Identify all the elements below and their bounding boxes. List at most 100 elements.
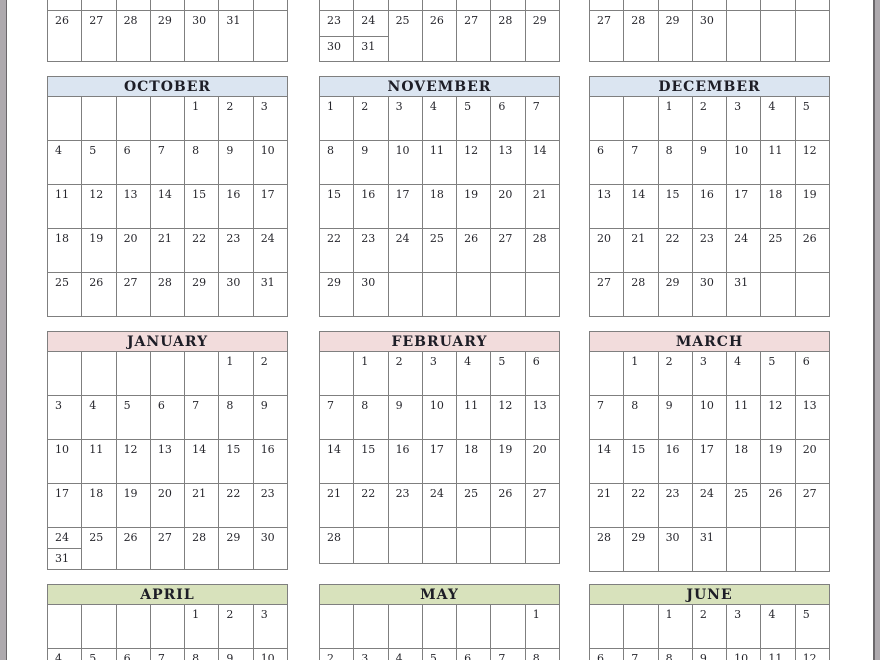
day-cell: 18 [46, 228, 83, 273]
empty-day-cell [353, 0, 389, 11]
day-cell: 4 [81, 395, 117, 440]
day-cell: 14 [149, 184, 186, 229]
day-cell: 17 [252, 184, 289, 229]
day-cell: 6 [149, 395, 186, 440]
day-cell: 18 [456, 439, 492, 484]
day-cell: 28 [524, 228, 561, 273]
day-cell: 14 [318, 439, 355, 484]
day-cell: 20 [588, 228, 625, 273]
day-cell: 8 [218, 395, 254, 440]
day-cell: 2 [691, 96, 728, 141]
day-cell: 4 [760, 96, 796, 141]
day-cell: 23 [657, 483, 693, 528]
day-cell: 26 [81, 272, 117, 317]
day-cell: 7 [623, 140, 659, 185]
day-cell: 2 [657, 351, 693, 396]
day-cell: 23 [252, 483, 289, 528]
calendar-table: 23 24 25 26 27 28 29 30 31 [318, 0, 561, 62]
day-cell: 31 [353, 36, 389, 62]
day-cell: 10 [726, 140, 762, 185]
empty-day-cell [387, 0, 423, 11]
day-cell: 5 [794, 96, 831, 141]
day-cell: 5 [115, 395, 151, 440]
day-cell: 29 [184, 272, 220, 317]
day-cell: 19 [490, 439, 526, 484]
empty-day-cell [115, 0, 151, 11]
empty-day-cell [794, 0, 831, 11]
day-cell: 5 [81, 648, 117, 660]
day-cell: 28 [623, 10, 659, 62]
day-cell: 22 [184, 228, 220, 273]
day-cell: 5 [456, 96, 492, 141]
calendar-table: NOVEMBER 1 2 3 4 5 6 7 8 9 10 11 12 13 14 15 16 17 18 19 20 2… [318, 76, 561, 317]
day-cell: 2 [691, 604, 728, 649]
day-cell: 25 [387, 10, 423, 62]
day-cell: 13 [115, 184, 151, 229]
day-cell: 18 [760, 184, 796, 229]
day-cell: 12 [81, 184, 117, 229]
day-cell: 2 [353, 96, 389, 141]
day-cell: 31 [252, 272, 289, 317]
day-cell: 24 [387, 228, 423, 273]
day-cell: 7 [184, 395, 220, 440]
day-cell: 14 [588, 439, 625, 484]
empty-day-cell [81, 351, 117, 396]
month-august-end: 23 24 25 26 27 28 29 30 31 [318, 0, 561, 62]
month-march: MARCH 1 2 3 4 5 6 7 8 9 10 11 12 13 14 15 16 17 18 19 20 21 22… [588, 331, 831, 572]
empty-day-cell [421, 604, 458, 649]
empty-day-cell [353, 527, 389, 564]
day-cell: 4 [726, 351, 762, 396]
day-cell: 29 [524, 10, 561, 62]
day-cell: 24 [353, 10, 389, 37]
day-cell: 16 [691, 184, 728, 229]
day-cell: 1 [184, 96, 220, 141]
day-cell: 24 [421, 483, 458, 528]
day-cell: 31 [46, 548, 83, 570]
empty-day-cell [115, 351, 151, 396]
day-cell: 17 [726, 184, 762, 229]
day-cell: 15 [623, 439, 659, 484]
month-title: MAY [319, 584, 560, 605]
empty-day-cell [691, 0, 728, 11]
day-cell: 29 [218, 527, 254, 570]
day-cell: 11 [456, 395, 492, 440]
day-cell: 21 [588, 483, 625, 528]
empty-day-cell [588, 96, 625, 141]
month-december: DECEMBER 1 2 3 4 5 6 7 8 9 10 11 12 13 14 15 16 17 18 19 20 2… [588, 76, 831, 317]
calendar-table: APRIL 1 2 3 4 5 6 7 8 9 10 [46, 584, 289, 660]
day-cell: 19 [794, 184, 831, 229]
day-cell: 19 [115, 483, 151, 528]
month-title: MARCH [589, 331, 830, 352]
empty-day-cell [456, 527, 492, 564]
day-cell: 19 [456, 184, 492, 229]
day-cell: 10 [387, 140, 423, 185]
day-cell: 4 [46, 648, 83, 660]
empty-day-cell [387, 272, 423, 317]
day-cell: 9 [218, 648, 254, 660]
day-cell: 29 [657, 272, 693, 317]
day-cell: 12 [456, 140, 492, 185]
day-cell: 12 [794, 648, 831, 660]
day-cell: 4 [760, 604, 796, 649]
day-cell: 5 [760, 351, 796, 396]
day-cell: 18 [726, 439, 762, 484]
day-cell: 8 [184, 648, 220, 660]
empty-day-cell [421, 527, 458, 564]
day-cell: 10 [726, 648, 762, 660]
month-title: FEBRUARY [319, 331, 560, 352]
month-june: JUNE 1 2 3 4 5 6 7 8 9 10 11 12 [588, 584, 831, 660]
day-cell: 22 [218, 483, 254, 528]
empty-day-cell [623, 96, 659, 141]
empty-day-cell [623, 604, 659, 649]
day-cell: 21 [149, 228, 186, 273]
day-cell: 26 [46, 10, 83, 62]
month-november: NOVEMBER 1 2 3 4 5 6 7 8 9 10 11 12 13 14 15 16 17 18 19 20 2… [318, 76, 561, 317]
day-cell: 23 [691, 228, 728, 273]
day-cell: 12 [115, 439, 151, 484]
empty-day-cell [760, 10, 796, 62]
month-april: APRIL 1 2 3 4 5 6 7 8 9 10 [46, 584, 289, 660]
day-cell: 6 [490, 96, 526, 141]
day-cell: 30 [657, 527, 693, 572]
day-cell: 27 [115, 272, 151, 317]
empty-day-cell [421, 0, 458, 11]
